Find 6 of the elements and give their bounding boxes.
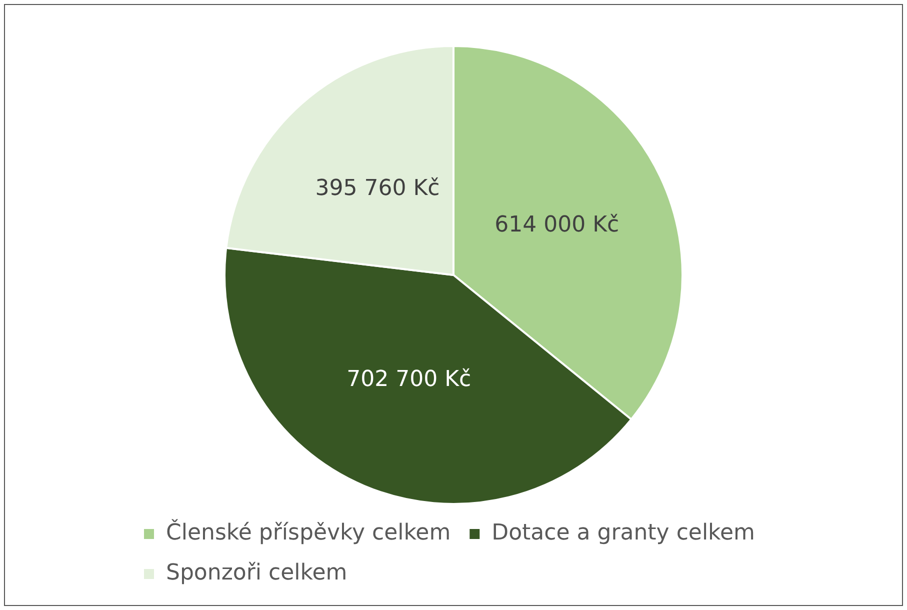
data-label: 702 700 Kč xyxy=(346,367,472,392)
legend-label: Dotace a granty celkem xyxy=(492,520,755,546)
data-label: 395 760 Kč xyxy=(315,176,440,202)
legend-label: Členské příspěvky celkem xyxy=(166,518,451,546)
legend-label: Sponzoři celkem xyxy=(166,560,348,586)
data-label: 614 000 Kč xyxy=(494,212,620,238)
